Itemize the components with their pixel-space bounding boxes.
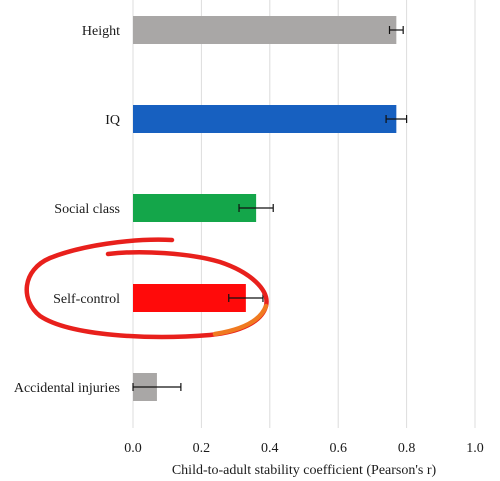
x-axis-title: Child-to-adult stability coefficient (Pe… [172,463,437,478]
category-label-1: IQ [105,113,120,128]
x-tick-label-0: 0.0 [124,441,142,456]
bar-1 [133,105,397,133]
category-labels: Height IQ Social class Self-control Accident… [14,24,120,396]
x-tick-label-2: 0.4 [261,441,279,456]
gridlines [132,0,476,428]
category-label-2: Social class [54,202,120,217]
x-tick-label-1: 0.2 [193,441,211,456]
bar-2 [133,194,257,222]
bar-3 [133,284,246,312]
category-label-3: Self-control [53,292,120,307]
category-label-4: Accidental injuries [14,381,120,396]
x-tick-labels: 0.0 0.2 0.4 0.6 0.8 1.0 [124,441,484,456]
category-label-0: Height [82,24,120,39]
error-bars [132,26,408,391]
x-tick-label-5: 1.0 [466,441,484,456]
x-tick-label-4: 0.8 [398,441,416,456]
bars [133,16,397,401]
bar-0 [133,16,397,44]
self-control-highlight-circle [24,237,269,340]
x-tick-label-3: 0.6 [329,441,347,456]
